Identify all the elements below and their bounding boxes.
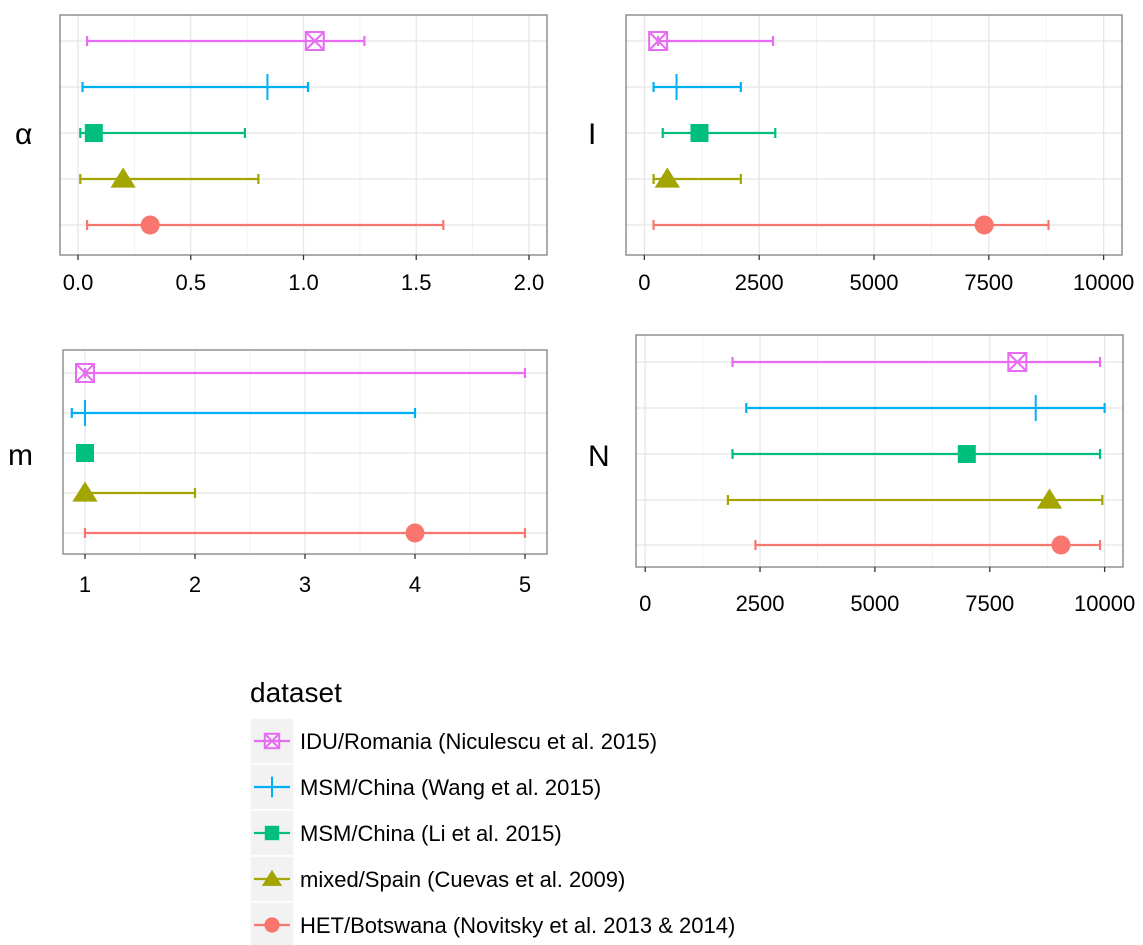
series-3 bbox=[79, 167, 260, 188]
facet-panel-3: 0 2500 5000 7500 10000 N bbox=[588, 334, 1135, 616]
legend-label: mixed/Spain (Cuevas et al. 2009) bbox=[300, 867, 625, 892]
marker-square bbox=[84, 124, 103, 142]
legend-label: IDU/Romania (Niculescu et al. 2015) bbox=[300, 729, 657, 754]
panel-border bbox=[635, 334, 1124, 568]
legend-label: MSM/China (Wang et al. 2015) bbox=[300, 775, 601, 800]
series-3 bbox=[652, 167, 742, 188]
marker-square-cross bbox=[75, 363, 95, 383]
facet-panel-1: 0 2500 5000 7500 10000 I bbox=[588, 14, 1134, 295]
facet-label: m bbox=[8, 439, 33, 472]
legend-item: HET/Botswana (Novitsky et al. 2013 & 201… bbox=[249, 901, 735, 945]
series-4 bbox=[652, 215, 1050, 235]
marker-circle bbox=[264, 917, 280, 933]
x-tick-label: 1.0 bbox=[288, 270, 319, 295]
marker-triangle bbox=[1036, 488, 1063, 509]
marker-circle bbox=[140, 215, 160, 235]
series-1 bbox=[70, 400, 417, 426]
marker-triangle bbox=[654, 167, 680, 188]
panel-background bbox=[636, 335, 1123, 567]
legend-item: mixed/Spain (Cuevas et al. 2009) bbox=[249, 855, 625, 903]
marker-square bbox=[690, 124, 709, 142]
series-0 bbox=[731, 352, 1102, 372]
marker-cross-b bbox=[305, 31, 325, 51]
x-tick-label: 7500 bbox=[964, 270, 1013, 295]
marker-square bbox=[957, 445, 976, 463]
legend-label: MSM/China (Li et al. 2015) bbox=[300, 821, 562, 846]
series-0 bbox=[85, 31, 366, 51]
facet-label: N bbox=[588, 440, 610, 473]
legend-item: MSM/China (Li et al. 2015) bbox=[249, 809, 562, 857]
filled-triangle-icon bbox=[261, 869, 283, 886]
legend: dataset IDU/Romania (Niculescu et al. 20… bbox=[249, 677, 735, 945]
series-1 bbox=[652, 74, 742, 100]
series-4 bbox=[85, 215, 445, 235]
series-2 bbox=[76, 444, 94, 462]
series-0 bbox=[648, 31, 775, 51]
marker-square-cross bbox=[304, 31, 325, 51]
series-3 bbox=[726, 488, 1104, 509]
x-tick-label: 0 bbox=[638, 270, 650, 295]
marker-circle bbox=[405, 523, 425, 543]
series-2 bbox=[661, 124, 777, 142]
facet-label: I bbox=[588, 118, 596, 151]
x-tick-label: 10000 bbox=[1074, 591, 1135, 616]
marker-cross-b bbox=[264, 733, 280, 749]
marker-square-cross bbox=[263, 732, 281, 750]
filled-square-icon bbox=[264, 825, 280, 841]
square-cross-icon bbox=[263, 732, 281, 750]
facet-panel-2: 1 2 3 4 5 m bbox=[8, 349, 548, 597]
marker-cross-b bbox=[1007, 352, 1028, 372]
marker-cross-b bbox=[75, 363, 95, 383]
marker-triangle bbox=[72, 481, 98, 502]
legend-items: IDU/Romania (Niculescu et al. 2015) MSM/C… bbox=[249, 717, 735, 945]
marker-square-cross bbox=[1007, 352, 1028, 372]
marker-square bbox=[76, 444, 94, 462]
x-tick-label: 4 bbox=[409, 572, 421, 597]
x-tick-label: 1.5 bbox=[401, 270, 432, 295]
x-tick-label: 5000 bbox=[850, 591, 899, 616]
x-tick-label: 3 bbox=[299, 572, 311, 597]
series-4 bbox=[754, 535, 1102, 555]
legend-title: dataset bbox=[250, 677, 342, 708]
filled-circle-icon bbox=[264, 917, 280, 933]
series-1 bbox=[81, 74, 310, 100]
series-3 bbox=[72, 481, 197, 502]
legend-item: IDU/Romania (Niculescu et al. 2015) bbox=[249, 717, 657, 765]
legend-item: MSM/China (Wang et al. 2015) bbox=[249, 763, 601, 811]
panels: 0.0 0.5 1.0 1.5 2.0 α 0 2500 5000 7500 10000 I 1 2 3 4 5… bbox=[8, 14, 1135, 616]
x-tick-label: 2.0 bbox=[514, 270, 545, 295]
x-tick-label: 5 bbox=[519, 572, 531, 597]
facet-label: α bbox=[15, 118, 32, 151]
series-4 bbox=[83, 523, 527, 543]
legend-label: HET/Botswana (Novitsky et al. 2013 & 201… bbox=[300, 913, 735, 938]
marker-circle bbox=[1051, 535, 1071, 555]
x-tick-label: 0.0 bbox=[63, 270, 94, 295]
x-tick-label: 2500 bbox=[736, 591, 785, 616]
series-1 bbox=[745, 395, 1106, 421]
marker-circle bbox=[974, 215, 994, 235]
marker-triangle bbox=[261, 869, 283, 886]
x-tick-label: 0.5 bbox=[175, 270, 206, 295]
plus-icon bbox=[261, 776, 283, 798]
x-tick-label: 2500 bbox=[735, 270, 784, 295]
marker-cross-b bbox=[648, 31, 668, 51]
marker-square-cross bbox=[648, 31, 669, 51]
marker-triangle bbox=[110, 167, 136, 188]
x-tick-label: 0 bbox=[639, 591, 651, 616]
x-tick-label: 10000 bbox=[1073, 270, 1134, 295]
facet-panel-0: 0.0 0.5 1.0 1.5 2.0 α bbox=[15, 14, 548, 295]
series-2 bbox=[731, 445, 1102, 463]
marker-square bbox=[264, 825, 280, 841]
x-tick-label: 2 bbox=[189, 572, 201, 597]
x-tick-label: 5000 bbox=[850, 270, 899, 295]
series-2 bbox=[79, 124, 246, 142]
series-0 bbox=[75, 363, 527, 383]
x-tick-label: 7500 bbox=[965, 591, 1014, 616]
x-tick-label: 1 bbox=[79, 572, 91, 597]
